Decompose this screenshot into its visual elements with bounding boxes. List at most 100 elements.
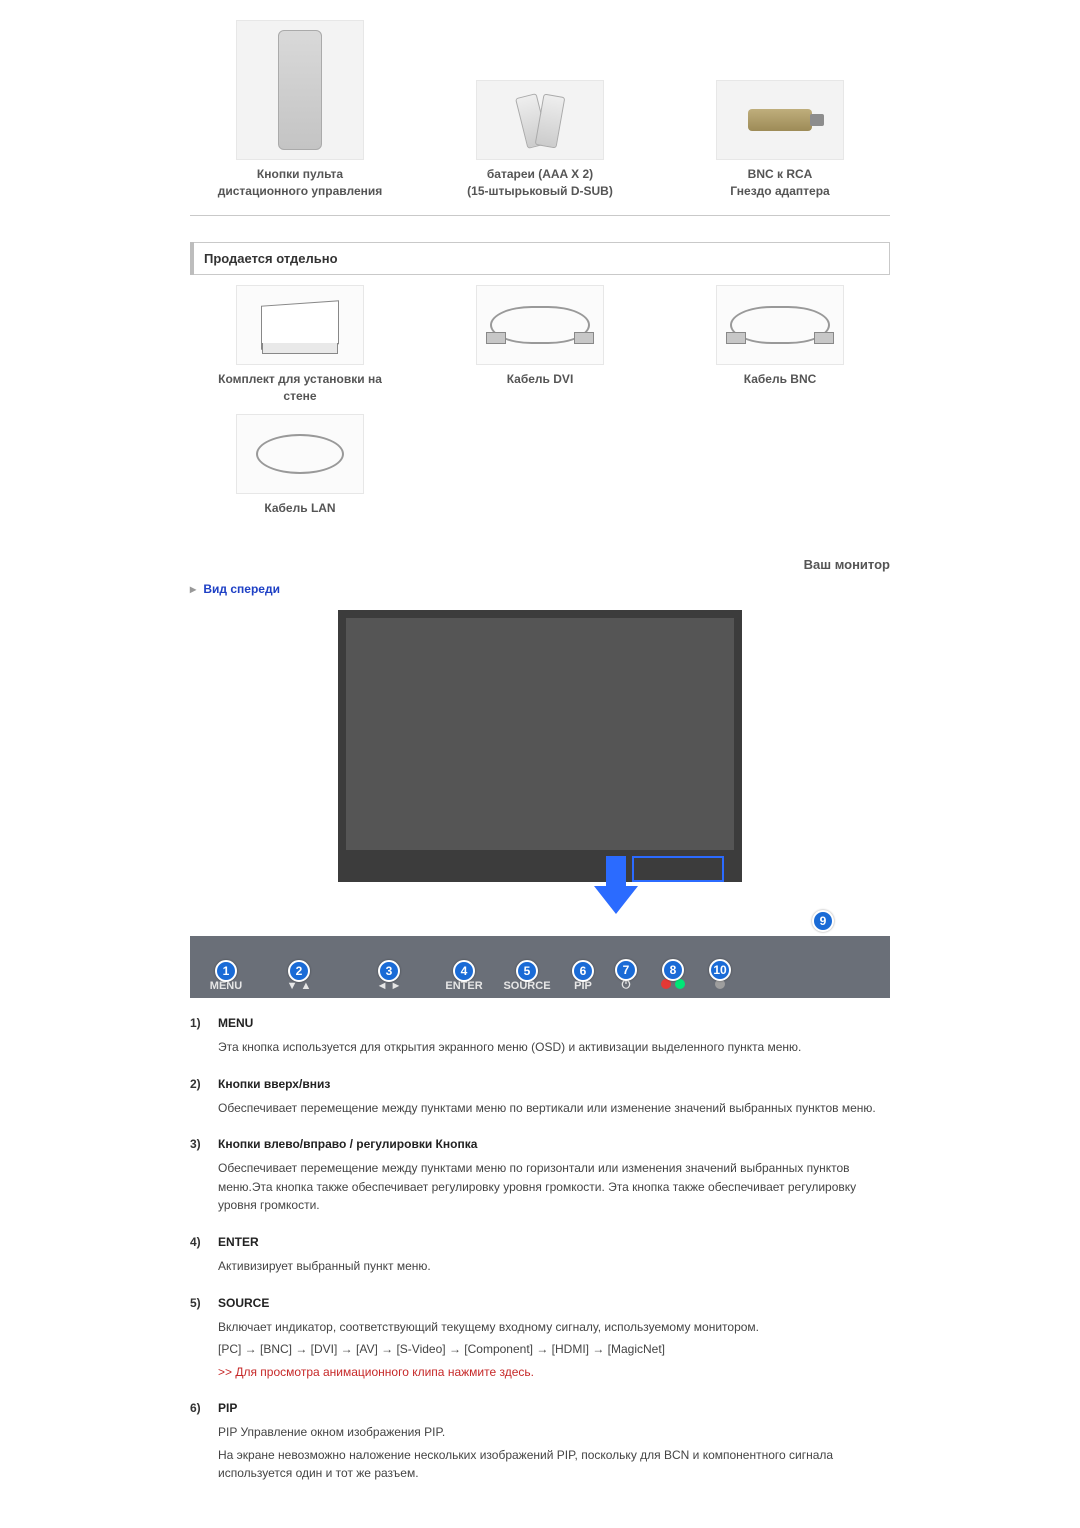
dvi-cable-image	[476, 285, 604, 365]
definition-number: 2)	[190, 1077, 218, 1122]
bnc-cable-image	[716, 285, 844, 365]
sold-item: Кабель LAN	[190, 414, 410, 517]
label-line: Кабель LAN	[264, 501, 335, 515]
definition-body: SOURCE Включает индикатор, соответствующи…	[218, 1296, 890, 1386]
your-monitor-heading: Ваш монитор	[190, 557, 890, 572]
strip-segment-pip: 6PIP	[560, 954, 606, 992]
badge-7: 7	[615, 959, 637, 981]
label-line: Гнездо адаптера	[730, 184, 829, 198]
definition-title: SOURCE	[218, 1296, 890, 1310]
definition-body: ENTERАктивизирует выбранный пункт меню.	[218, 1235, 890, 1280]
badge-8: 8	[662, 959, 684, 981]
definitions-list: 1)MENU Эта кнопка используется для открыт…	[190, 1016, 890, 1487]
badge-6: 6	[572, 960, 594, 982]
top-item: BNC к RCA Гнездо адаптера	[670, 20, 890, 201]
definition-text: На экране невозможно наложение нескольки…	[218, 1446, 890, 1483]
definition-text: Включает индикатор, соответствующий теку…	[218, 1318, 890, 1337]
definition-title: Кнопки влево/вправо / регулировки Кнопка	[218, 1137, 890, 1151]
definition-number: 5)	[190, 1296, 218, 1386]
sold-item-label: Кабель BNC	[670, 371, 890, 388]
definition-text: [PC] → [BNC] → [DVI] → [AV] → [S-Video] …	[218, 1340, 890, 1359]
label-line: Кабель DVI	[507, 372, 574, 386]
top-item-label: батареи (AAA X 2) (15-штырьковый D-SUB)	[430, 166, 650, 201]
top-item: Кнопки пульта дистационного управления	[190, 20, 410, 201]
sold-item-label: Кабель LAN	[190, 500, 410, 517]
strip-segment-menu: 1MENU	[198, 954, 254, 992]
monitor-screen-icon	[338, 610, 742, 858]
label-line: (15-штырьковый D-SUB)	[467, 184, 613, 198]
definition-link[interactable]: >> Для просмотра анимационного клипа наж…	[218, 1363, 890, 1382]
badge-4: 4	[453, 960, 475, 982]
front-view-heading: ▸ Вид спереди	[190, 582, 890, 596]
sold-separately-header: Продается отдельно	[190, 242, 890, 275]
definition-text: Активизирует выбранный пункт меню.	[218, 1257, 890, 1276]
sold-item-label: Кабель DVI	[430, 371, 650, 388]
wall-mount-image	[236, 285, 364, 365]
definition-row: 6)PIP PIP Управление окном изображения PI…	[190, 1401, 890, 1487]
badge-2: 2	[288, 960, 310, 982]
sold-separately-title: Продается отдельно	[204, 251, 338, 266]
lan-cable-image	[236, 414, 364, 494]
batteries-image	[476, 80, 604, 160]
definition-title: Кнопки вверх/вниз	[218, 1077, 890, 1091]
strip-segment-source: 5SOURCE	[494, 954, 560, 992]
strip-segment-leds: 8	[646, 953, 700, 992]
definition-body: Кнопки влево/вправо / регулировки Кнопка…	[218, 1137, 890, 1219]
label-line: стене	[283, 389, 316, 403]
badge-5: 5	[516, 960, 538, 982]
sold-item: Комплект для установки на стене	[190, 285, 410, 406]
top-items-row: Кнопки пульта дистационного управления б…	[190, 20, 890, 201]
definition-number: 4)	[190, 1235, 218, 1280]
badge-9: 9	[812, 910, 834, 932]
badge-3: 3	[378, 960, 400, 982]
front-view-text: Вид спереди	[203, 582, 280, 596]
definition-title: PIP	[218, 1401, 890, 1415]
button-strip: 9 1MENU2▼ ▲3◄ ►4ENTER5SOURCE6PIP7⏻810	[190, 936, 890, 998]
definition-text: Обеспечивает перемещение между пунктами …	[218, 1099, 890, 1118]
definition-number: 6)	[190, 1401, 218, 1487]
definition-title: MENU	[218, 1016, 890, 1030]
definition-body: MENU Эта кнопка используется для открытия…	[218, 1016, 890, 1061]
definition-body: Кнопки вверх/вниз Обеспечивает перемещени…	[218, 1077, 890, 1122]
label-line: Кнопки пульта	[257, 167, 343, 181]
label-line: Комплект для установки на	[218, 372, 382, 386]
sold-separately-row-2: Кабель LAN	[190, 414, 890, 517]
label-line: Кабель BNC	[744, 372, 817, 386]
definition-text: Обеспечивает перемещение между пунктами …	[218, 1159, 890, 1215]
definition-row: 2)Кнопки вверх/вниз Обеспечивает перемеще…	[190, 1077, 890, 1122]
strip-segment-enter: 4ENTER	[434, 954, 494, 992]
sold-item: Кабель BNC	[670, 285, 890, 406]
label-line: батареи (AAA X 2)	[487, 167, 593, 181]
led-green-icon	[675, 979, 685, 989]
top-item-label: Кнопки пульта дистационного управления	[190, 166, 410, 201]
definition-row: 1)MENU Эта кнопка используется для открыт…	[190, 1016, 890, 1061]
strip-segment--: 10	[700, 953, 740, 992]
top-item-label: BNC к RCA Гнездо адаптера	[670, 166, 890, 201]
definition-row: 4)ENTERАктивизирует выбранный пункт меню…	[190, 1235, 890, 1280]
strip-segment--: 3◄ ►	[344, 954, 434, 992]
monitor-figure	[190, 610, 890, 914]
label-line: BNC к RCA	[748, 167, 813, 181]
badge-1: 1	[215, 960, 237, 982]
definition-row: 3)Кнопки влево/вправо / регулировки Кноп…	[190, 1137, 890, 1219]
definition-body: PIP PIP Управление окном изображения PIP.…	[218, 1401, 890, 1487]
arrow-down-icon	[594, 886, 638, 914]
your-monitor-text: Ваш монитор	[804, 557, 890, 572]
remote-image	[236, 20, 364, 160]
monitor-bezel	[338, 858, 742, 882]
callout-box	[632, 856, 724, 882]
sold-separately-row: Комплект для установки на стене Кабель D…	[190, 285, 890, 406]
strip-segment--: 2▼ ▲	[254, 954, 344, 992]
sold-item-label: Комплект для установки на стене	[190, 371, 410, 406]
sold-item: Кабель DVI	[430, 285, 650, 406]
strip-segment--: 7⏻	[606, 953, 646, 992]
definition-row: 5)SOURCE Включает индикатор, соответствую…	[190, 1296, 890, 1386]
definition-text: PIP Управление окном изображения PIP.	[218, 1423, 890, 1442]
chevron-right-icon: ▸	[190, 582, 196, 596]
definition-number: 3)	[190, 1137, 218, 1219]
label-line: дистационного управления	[218, 184, 383, 198]
divider	[190, 215, 890, 216]
definition-text: Эта кнопка используется для открытия экр…	[218, 1038, 890, 1057]
top-item: батареи (AAA X 2) (15-штырьковый D-SUB)	[430, 20, 650, 201]
definition-number: 1)	[190, 1016, 218, 1061]
